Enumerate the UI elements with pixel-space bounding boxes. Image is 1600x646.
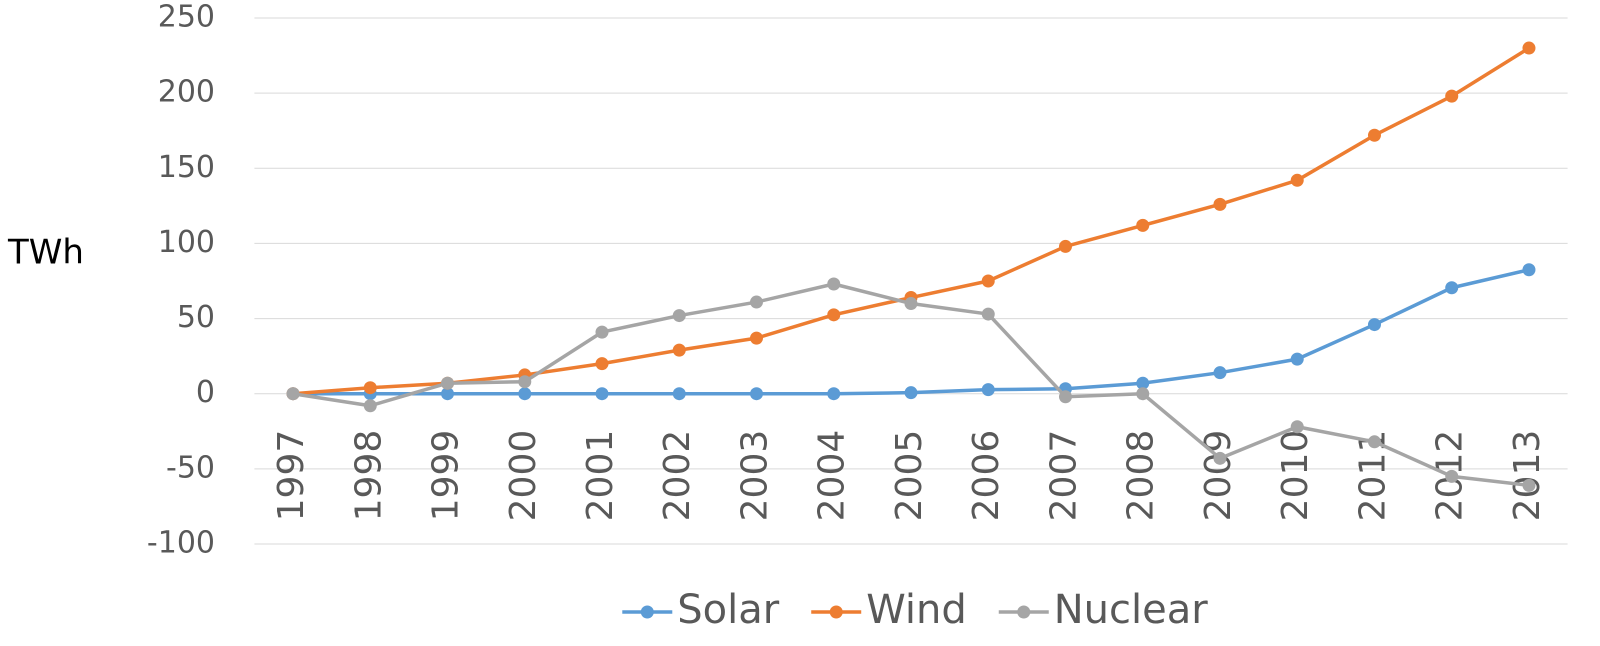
- legend-label: Wind: [866, 587, 967, 633]
- x-tick-label: 2013: [1507, 430, 1548, 522]
- y-tick-label: -100: [147, 526, 215, 561]
- data-point: [1058, 239, 1072, 253]
- data-point: [827, 308, 841, 322]
- data-point: [1290, 352, 1304, 366]
- data-point: [672, 387, 686, 401]
- y-tick-label: 200: [158, 75, 215, 110]
- x-tick-label: 2008: [1121, 430, 1162, 522]
- data-point: [286, 387, 300, 401]
- data-point: [595, 325, 609, 339]
- data-point: [981, 307, 995, 321]
- data-point: [595, 387, 609, 401]
- data-point: [518, 375, 532, 389]
- data-point: [363, 381, 377, 395]
- x-tick-label: 2000: [503, 430, 544, 522]
- data-point: [595, 357, 609, 371]
- data-point: [672, 309, 686, 323]
- x-tick-label: 2010: [1275, 430, 1316, 522]
- data-point: [1136, 376, 1150, 390]
- x-tick-label: 2003: [735, 430, 776, 522]
- y-tick-label: 50: [177, 300, 215, 335]
- legend-marker: [640, 605, 654, 619]
- data-point: [1290, 420, 1304, 434]
- data-point: [1445, 89, 1459, 103]
- data-point: [827, 387, 841, 401]
- data-point: [672, 343, 686, 357]
- y-tick-label: 100: [158, 225, 215, 260]
- y-tick-label: -50: [166, 450, 215, 485]
- data-point: [1367, 128, 1381, 142]
- data-point: [1445, 469, 1459, 483]
- data-point: [1290, 173, 1304, 187]
- x-tick-label: 2006: [966, 430, 1007, 522]
- data-point: [1522, 263, 1536, 277]
- data-point: [518, 387, 532, 401]
- legend-marker: [829, 605, 843, 619]
- data-point: [1445, 281, 1459, 295]
- x-tick-label: 2002: [657, 430, 698, 522]
- y-tick-label: 250: [158, 0, 215, 35]
- data-point: [1213, 366, 1227, 380]
- data-point: [1367, 318, 1381, 332]
- series-line: [292, 46, 1530, 396]
- data-point: [1367, 435, 1381, 449]
- data-point: [441, 387, 455, 401]
- data-point: [750, 295, 764, 309]
- legend-marker: [1017, 605, 1031, 619]
- y-tick-label: 0: [196, 375, 215, 410]
- data-point: [1213, 451, 1227, 465]
- data-point: [1522, 478, 1536, 492]
- x-tick-label: 2001: [580, 430, 621, 522]
- y-axis-label: TWh: [7, 233, 84, 273]
- series-line: [293, 268, 1530, 396]
- data-point: [1058, 390, 1072, 404]
- data-point: [981, 383, 995, 397]
- x-tick-label: 1998: [348, 430, 389, 522]
- x-tick-label: 2004: [812, 430, 853, 522]
- y-tick-label: 150: [158, 150, 215, 185]
- legend: Solar Wind Nuclear: [622, 587, 1208, 633]
- x-tick-label: 1999: [426, 430, 467, 522]
- legend-label: Solar: [677, 587, 779, 633]
- legend-label: Nuclear: [1054, 587, 1209, 633]
- data-point: [750, 387, 764, 401]
- x-tick-label: 1997: [271, 430, 312, 522]
- data-point: [441, 376, 455, 390]
- data-point: [1136, 218, 1150, 232]
- data-point: [1213, 197, 1227, 211]
- data-point: [827, 277, 841, 291]
- data-point: [1136, 387, 1150, 401]
- data-point: [750, 331, 764, 345]
- data-point: [904, 386, 918, 400]
- data-point: [1522, 41, 1536, 55]
- x-tick-label: 2005: [889, 430, 930, 522]
- data-point: [981, 274, 995, 288]
- data-point: [363, 399, 377, 413]
- data-point: [904, 297, 918, 311]
- x-tick-label: 2007: [1043, 430, 1084, 522]
